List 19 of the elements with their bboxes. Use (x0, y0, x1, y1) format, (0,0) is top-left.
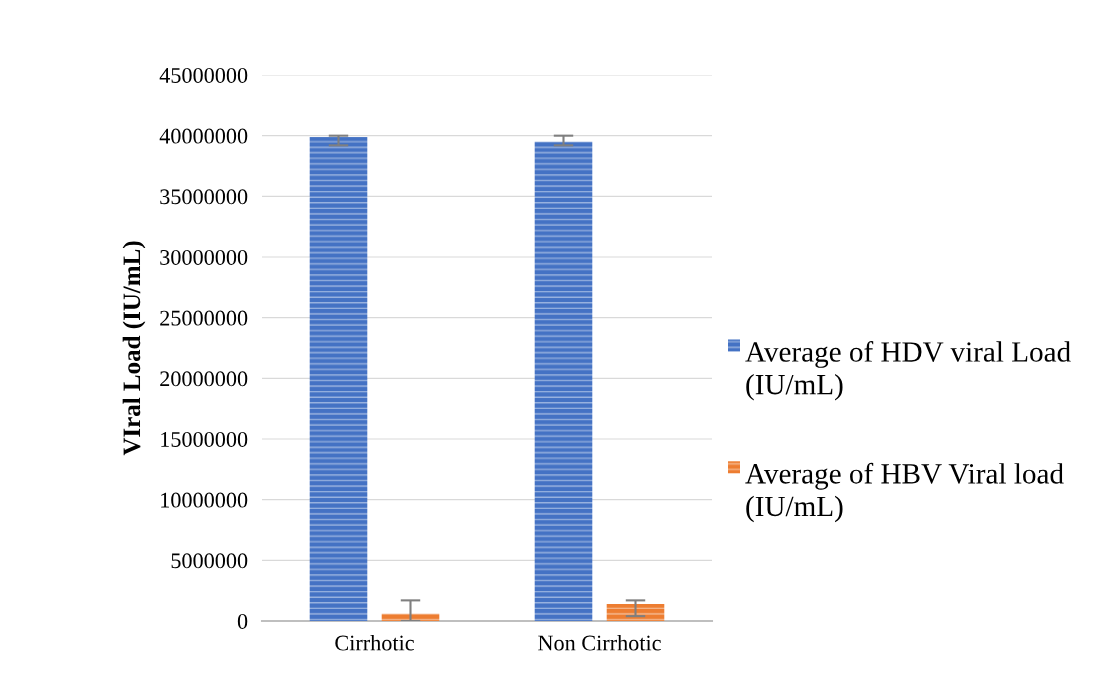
y-tick-label: 10000000 (161, 492, 248, 508)
y-tick-label: 15000000 (161, 431, 248, 447)
bar (381, 613, 440, 621)
legend-label: Average of HDV viral Load (IU/mL) (745, 341, 1071, 401)
bar (606, 604, 665, 621)
y-axis-title: VIral Load (IU/mL) (122, 241, 146, 456)
y-tick-label: 45000000 (159, 67, 248, 83)
x-tick-label: Non Cirrhotic (538, 634, 661, 651)
y-tick-label: 40000000 (159, 128, 248, 144)
y-tick-label: 20000000 (160, 371, 248, 387)
y-tick-label: 0 (237, 613, 248, 629)
y-tick-label: 25000000 (160, 310, 248, 326)
y-tick-label: 30000000 (160, 249, 248, 265)
x-tick-label: Cirrhotic (335, 634, 414, 651)
bar (534, 141, 593, 621)
legend-label: Average of HBV Viral load (IU/mL) (745, 462, 1064, 523)
y-tick-label: 5000000 (171, 553, 248, 569)
y-tick-label: 35000000 (160, 189, 248, 205)
bar (309, 136, 368, 621)
